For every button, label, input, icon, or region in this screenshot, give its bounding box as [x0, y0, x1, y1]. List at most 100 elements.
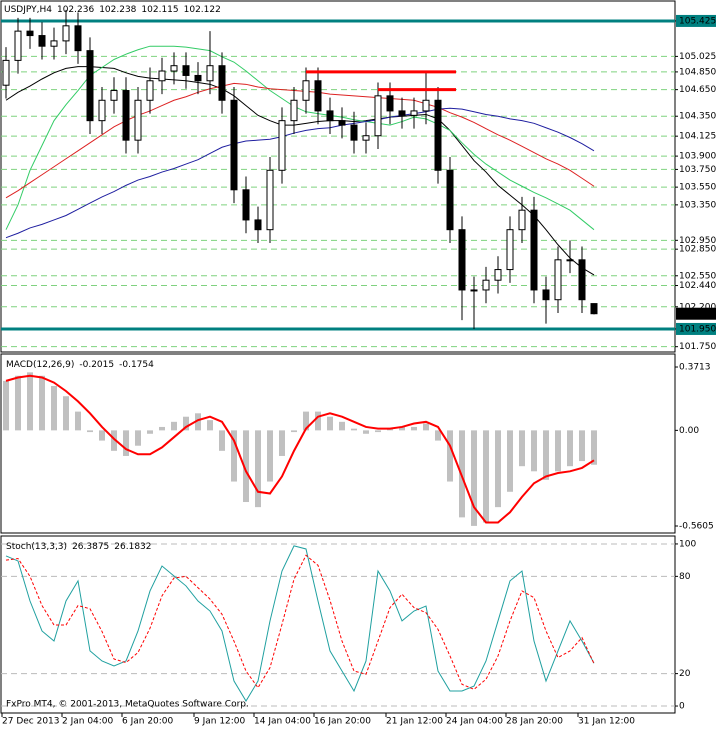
candle-body: [170, 65, 178, 72]
macd-bar: [123, 430, 129, 456]
macd-bar: [327, 416, 333, 431]
stoch-line: [5, 545, 595, 702]
last-price-label: 102.122: [679, 309, 716, 319]
macd-bar: [3, 380, 9, 431]
macd-bar: [27, 372, 33, 431]
y-tick-label: 104.650: [679, 85, 716, 95]
macd-bar: [39, 375, 45, 431]
y-tick-label: 102.950: [679, 236, 716, 246]
candle-body: [362, 135, 370, 141]
candle-body: [542, 289, 550, 301]
y-tick-label: 104.350: [679, 112, 716, 122]
macd-bar: [399, 426, 405, 431]
y-tick-label: 20: [679, 669, 691, 679]
macd-bar: [15, 375, 21, 431]
panel-title: MACD(12,26,9) -0.2015 -0.1754: [6, 360, 154, 370]
candle-body: [14, 30, 22, 61]
macd-bar: [255, 430, 261, 508]
candle-body: [182, 65, 190, 76]
macd-bar: [567, 430, 573, 467]
macd-bar: [531, 430, 537, 472]
indicator-value: -0.1754: [119, 360, 154, 370]
candle-body: [326, 110, 334, 122]
panel-frame: [0, 535, 676, 714]
candle-body: [218, 65, 226, 101]
macd-bar: [507, 430, 513, 492]
macd-bar: [483, 430, 489, 523]
x-tick-label: 16 Jan 20:00: [314, 717, 371, 727]
y-tick-label: 0: [679, 702, 685, 712]
candle-body: [266, 169, 274, 231]
macd-bar: [291, 430, 297, 433]
y-tick-box: [676, 322, 716, 335]
y-tick-label: 105.025: [679, 52, 716, 62]
macd-bar: [519, 430, 525, 467]
x-tick-label: 24 Jan 04:00: [446, 717, 503, 727]
header-low: 102.115: [141, 5, 178, 15]
candle-body: [146, 80, 154, 101]
chart-header: USDJPY,H4 102.236 102.238 102.115 102.122: [4, 5, 221, 15]
y-tick-label: 104.850: [679, 67, 716, 77]
candle-body: [314, 80, 322, 112]
candle-body: [38, 35, 46, 47]
candle-body: [398, 110, 406, 116]
candle-body: [350, 124, 358, 141]
candle-body: [434, 99, 442, 171]
macd-bar: [351, 428, 357, 431]
candle-body: [386, 95, 394, 112]
y-tick-label: -0.5605: [679, 521, 714, 531]
candle-body: [74, 25, 82, 52]
y-tick-label: 103.900: [679, 152, 716, 162]
macd-bar: [579, 430, 585, 462]
y-tick-label: 103.550: [679, 183, 716, 193]
panel-frame: [0, 0, 676, 353]
candle-body: [410, 110, 418, 116]
header-close: 102.122: [184, 5, 221, 15]
x-tick-label: 14 Jan 04:00: [254, 717, 311, 727]
panel-title: Stoch(13,3,3) 26.3875 26.1832: [6, 542, 152, 552]
x-tick-label: 6 Jan 20:00: [122, 717, 174, 727]
x-tick-label: 9 Jan 12:00: [194, 717, 246, 727]
macd-bar: [87, 430, 93, 433]
stoch-line: [5, 554, 595, 690]
macd-bar: [555, 430, 561, 472]
candle-body: [590, 303, 598, 315]
candle-body: [446, 169, 454, 231]
candle-body: [470, 289, 478, 292]
macd-bar: [219, 430, 225, 451]
header-high: 102.238: [99, 5, 136, 15]
macd-bar: [411, 426, 417, 431]
y-tick-label: 104.125: [679, 132, 716, 142]
copyright: FxPro MT4, © 2001-2013, MetaQuotes Softw…: [6, 700, 249, 710]
y-tick-label: 101.750: [679, 342, 716, 352]
macd-bar: [171, 421, 177, 431]
last-price-box: [676, 307, 716, 320]
x-tick-label: 31 Jan 12:00: [578, 717, 635, 727]
candle-body: [290, 99, 298, 122]
macd-bar: [75, 411, 81, 431]
candle-body: [158, 70, 166, 82]
macd-bar: [447, 430, 453, 482]
x-tick-label: 27 Dec 2013: [2, 717, 60, 727]
candle-body: [278, 120, 286, 171]
macd-bar: [471, 430, 477, 526]
y-tick-box: [676, 14, 716, 27]
x-tick-label: 28 Jan 20:00: [506, 717, 563, 727]
y-tick-label: 102.440: [679, 281, 716, 291]
candle-body: [134, 99, 142, 141]
y-tick-label: 80: [679, 572, 691, 582]
candle-body: [494, 269, 502, 281]
candle-body: [254, 219, 262, 231]
candle-body: [302, 80, 310, 101]
candle-body: [86, 50, 94, 122]
candle-body: [206, 65, 214, 82]
candle-body: [482, 279, 490, 291]
x-tick-label: 21 Jan 12:00: [386, 717, 443, 727]
candle-body: [98, 99, 106, 122]
symbol: USDJPY,H4: [4, 5, 52, 15]
macd-bar: [147, 430, 153, 434]
header-open: 102.236: [57, 5, 94, 15]
candle-body: [578, 259, 586, 301]
